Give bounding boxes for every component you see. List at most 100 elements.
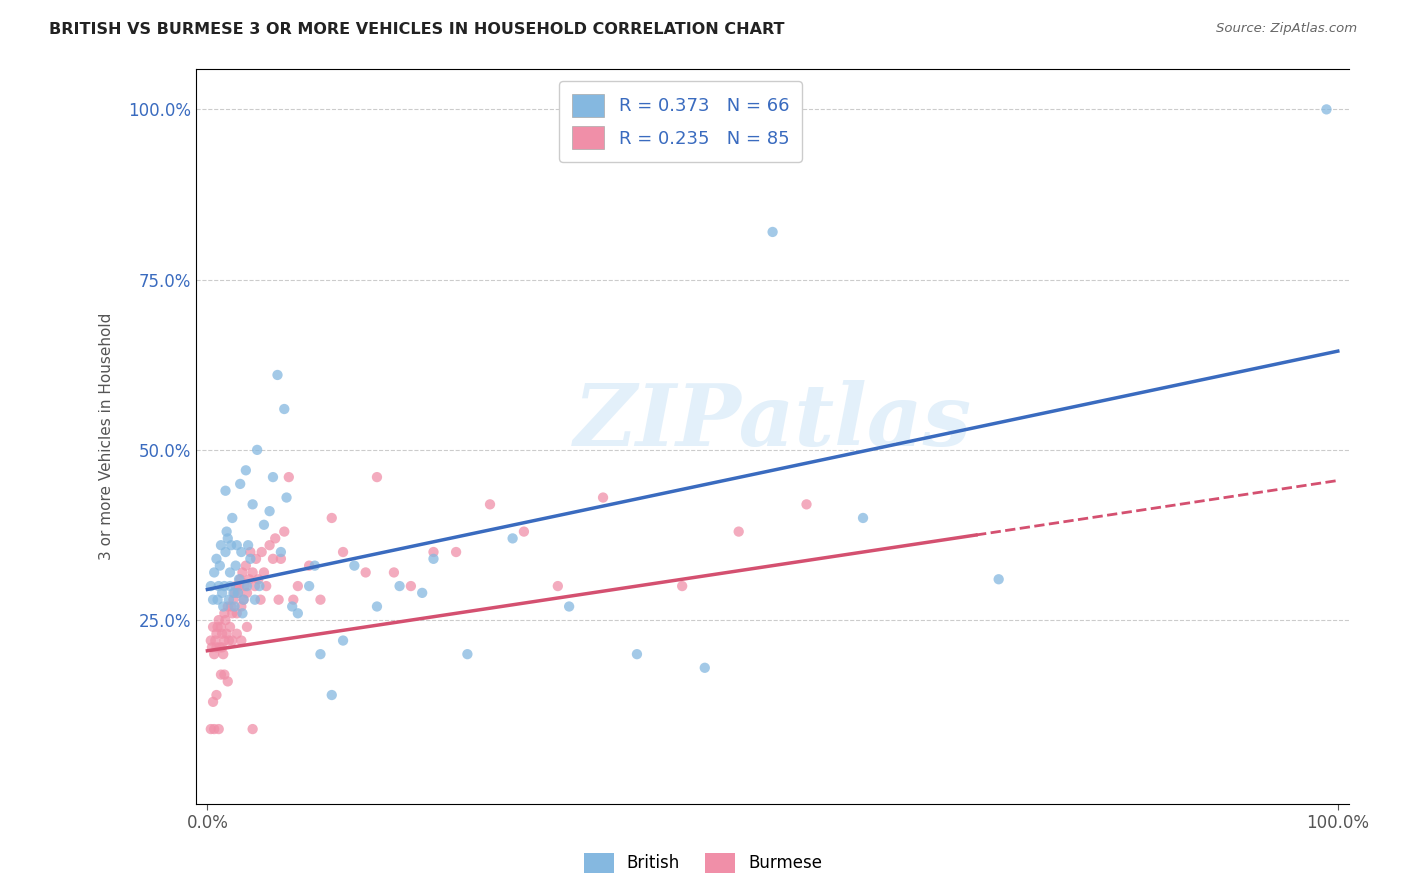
Point xyxy=(231,599,253,614)
Point xyxy=(249,592,271,607)
Point xyxy=(796,497,818,511)
Point xyxy=(309,647,332,661)
Point xyxy=(321,688,343,702)
Point xyxy=(221,607,243,621)
Point xyxy=(238,572,260,586)
Point xyxy=(211,586,233,600)
Text: ZIPatlas: ZIPatlas xyxy=(574,380,972,463)
Point xyxy=(208,722,231,736)
Point xyxy=(214,483,236,498)
Text: Source: ZipAtlas.com: Source: ZipAtlas.com xyxy=(1216,22,1357,36)
Point xyxy=(479,497,502,511)
Point xyxy=(273,402,295,417)
Point xyxy=(239,545,262,559)
Point xyxy=(214,545,236,559)
Point xyxy=(202,722,225,736)
Point xyxy=(228,572,250,586)
Point xyxy=(215,626,238,640)
Point xyxy=(693,661,716,675)
Point xyxy=(762,225,785,239)
Point xyxy=(287,607,309,621)
Point xyxy=(253,517,276,532)
Point xyxy=(422,551,444,566)
Point xyxy=(382,566,405,580)
Point xyxy=(201,640,224,655)
Point xyxy=(214,607,236,621)
Point xyxy=(224,586,246,600)
Point xyxy=(219,538,242,552)
Point xyxy=(219,599,242,614)
Point xyxy=(852,511,875,525)
Point xyxy=(727,524,749,539)
Point xyxy=(215,524,238,539)
Point xyxy=(987,572,1010,586)
Point xyxy=(273,524,295,539)
Point xyxy=(354,566,377,580)
Point xyxy=(242,497,264,511)
Point xyxy=(208,579,231,593)
Point xyxy=(626,647,648,661)
Point xyxy=(225,579,247,593)
Point xyxy=(232,592,254,607)
Point xyxy=(283,592,305,607)
Point xyxy=(236,579,259,593)
Point xyxy=(236,620,259,634)
Point xyxy=(208,613,231,627)
Point xyxy=(1315,103,1337,117)
Point xyxy=(267,592,290,607)
Point xyxy=(212,647,235,661)
Point xyxy=(209,620,232,634)
Point xyxy=(211,640,233,655)
Point xyxy=(236,586,259,600)
Point xyxy=(444,545,467,559)
Point xyxy=(242,722,264,736)
Point xyxy=(399,579,422,593)
Point xyxy=(207,592,229,607)
Point xyxy=(222,586,245,600)
Point xyxy=(219,566,242,580)
Point xyxy=(229,572,252,586)
Point xyxy=(202,647,225,661)
Point xyxy=(276,491,298,505)
Point xyxy=(232,592,254,607)
Point xyxy=(266,368,288,382)
Point xyxy=(214,613,236,627)
Point xyxy=(243,592,266,607)
Point xyxy=(225,607,247,621)
Point xyxy=(547,579,569,593)
Point xyxy=(231,607,253,621)
Point xyxy=(214,667,236,681)
Point xyxy=(205,640,228,655)
Point xyxy=(231,545,253,559)
Text: BRITISH VS BURMESE 3 OR MORE VEHICLES IN HOUSEHOLD CORRELATION CHART: BRITISH VS BURMESE 3 OR MORE VEHICLES IN… xyxy=(49,22,785,37)
Point xyxy=(229,477,252,491)
Point xyxy=(217,674,239,689)
Point xyxy=(422,545,444,559)
Y-axis label: 3 or more Vehicles in Household: 3 or more Vehicles in Household xyxy=(100,312,114,560)
Point xyxy=(226,586,249,600)
Point xyxy=(214,579,236,593)
Point xyxy=(298,558,321,573)
Point xyxy=(205,551,228,566)
Point xyxy=(218,592,240,607)
Point xyxy=(270,551,292,566)
Point xyxy=(224,599,246,614)
Point xyxy=(222,592,245,607)
Point xyxy=(388,579,411,593)
Point xyxy=(225,626,247,640)
Point xyxy=(219,579,242,593)
Point xyxy=(235,463,257,477)
Point xyxy=(225,538,247,552)
Point xyxy=(239,551,262,566)
Point xyxy=(321,511,343,525)
Point xyxy=(204,633,226,648)
Point xyxy=(202,592,225,607)
Point xyxy=(211,626,233,640)
Point xyxy=(219,620,242,634)
Point xyxy=(332,633,354,648)
Point xyxy=(209,667,232,681)
Point xyxy=(281,599,304,614)
Point xyxy=(214,633,236,648)
Point xyxy=(298,579,321,593)
Point xyxy=(236,538,259,552)
